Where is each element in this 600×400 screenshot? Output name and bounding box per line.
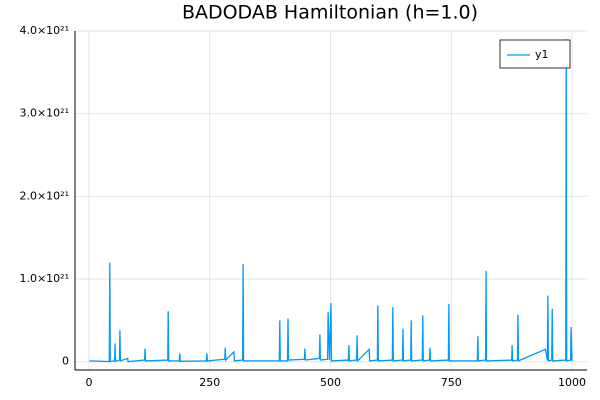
chart-title: BADODAB Hamiltonian (h=1.0)	[182, 2, 478, 24]
y-tick-label: 1.0×10²¹	[19, 272, 69, 285]
x-tick-label: 500	[320, 376, 341, 389]
x-tick-label: 1000	[558, 376, 586, 389]
y-tick-label: 2.0×10²¹	[19, 189, 69, 202]
x-tick-label: 250	[199, 376, 220, 389]
line-series	[89, 39, 573, 363]
legend-box	[499, 39, 571, 69]
x-tick-label: 750	[441, 376, 462, 389]
x-tick-label: 0	[86, 376, 93, 389]
legend-label: y1	[535, 48, 549, 61]
y-tick-label: 0	[62, 355, 69, 368]
y-tick-label: 4.0×10²¹	[19, 24, 69, 37]
y-tick-label: 3.0×10²¹	[19, 107, 69, 120]
